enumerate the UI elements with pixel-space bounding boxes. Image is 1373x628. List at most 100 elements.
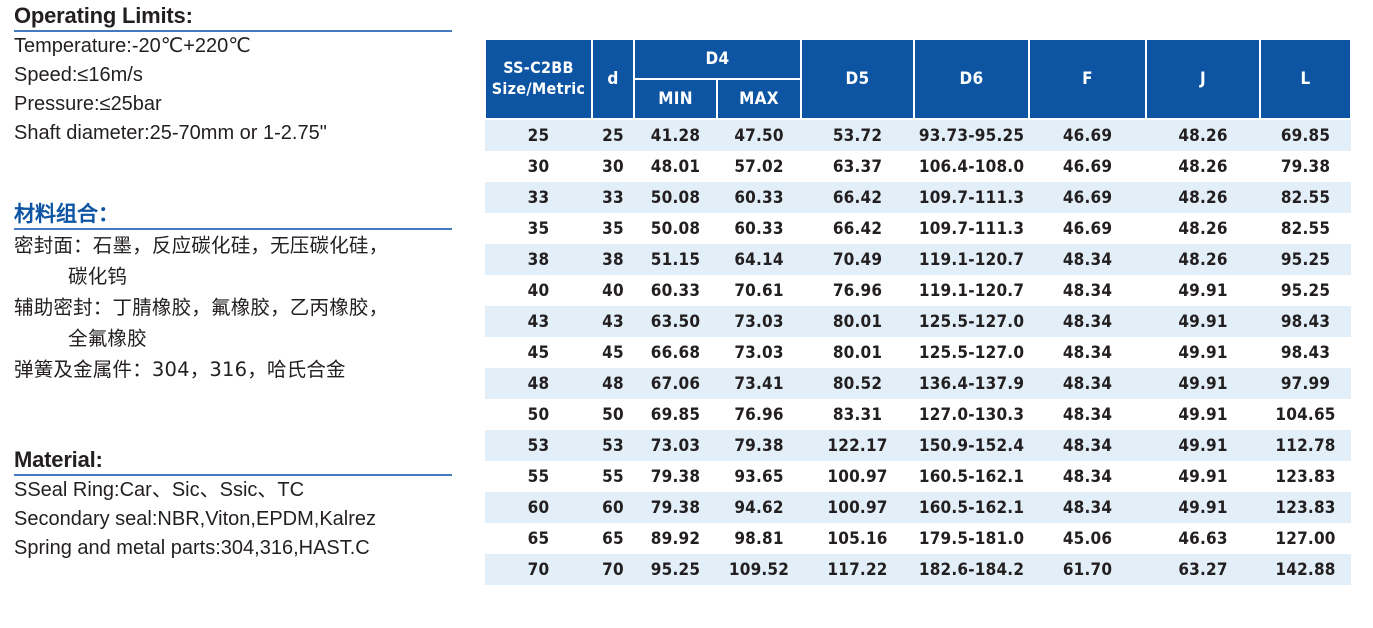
cell-d4-max: 47.50	[717, 119, 802, 151]
header-l: L	[1259, 38, 1353, 120]
operating-limits-line-temperature: Temperature:-20℃+220℃	[14, 35, 251, 58]
cell-size-metric: 30	[485, 151, 592, 182]
title-underline-rule	[14, 228, 452, 231]
cell-d6: 119.1-120.7	[914, 244, 1030, 275]
cell-d4-min: 48.01	[634, 151, 717, 182]
operating-limits-line-speed: Speed:≤16m/s	[14, 64, 143, 87]
material-en-block: Material: SSeal Ring:Car、Sic、Ssic、TC Sec…	[0, 447, 470, 563]
table-row: 55 55 79.38 93.65 100.97 160.5-162.1 48.34 49.9…	[485, 461, 1352, 492]
table-row: 50 50 69.85 76.96 83.31 127.0-130.3 48.34 49.91…	[485, 399, 1352, 430]
cell-f: 46.69	[1029, 213, 1147, 244]
cell-l: 123.83	[1260, 461, 1352, 492]
cell-d6: 127.0-130.3	[914, 399, 1030, 430]
table-row: 60 60 79.38 94.62 100.97 160.5-162.1 48.34 49.9…	[485, 492, 1352, 523]
cell-j: 49.91	[1146, 492, 1261, 523]
header-d4-min: MIN	[633, 78, 718, 120]
cell-d4-max: 93.65	[717, 461, 802, 492]
cell-l: 82.55	[1260, 182, 1352, 213]
cell-d6: 150.9-152.4	[914, 430, 1030, 461]
table-row: 40 40 60.33 70.61 76.96 119.1-120.7 48.34 49.91…	[485, 275, 1352, 306]
title-underline-rule	[14, 30, 452, 33]
material-cn-line-seal-face-cont: 碳化钨	[68, 265, 128, 289]
cell-d4-max: 60.33	[717, 213, 802, 244]
header-size-metric-line2: Size/Metric	[491, 79, 586, 98]
cell-d4-min: 73.03	[634, 430, 717, 461]
cell-d4-min: 50.08	[634, 182, 717, 213]
operating-limits-line-shaft-diameter: Shaft diameter:25-70mm or 1-2.75"	[14, 122, 327, 145]
cell-d5: 80.01	[801, 337, 915, 368]
cell-d4-max: 109.52	[717, 554, 802, 585]
table-row: 53 53 73.03 79.38 122.17 150.9-152.4 48.34 49.9…	[485, 430, 1352, 461]
table-row: 25 25 41.28 47.50 53.72 93.73-95.25 46.69 48.26…	[485, 119, 1352, 151]
cell-d: 33	[592, 182, 634, 213]
cell-d6: 136.4-137.9	[914, 368, 1030, 399]
cell-d: 30	[592, 151, 634, 182]
header-d: d	[591, 38, 635, 120]
cell-size-metric: 53	[485, 430, 592, 461]
cell-d4-min: 41.28	[634, 119, 717, 151]
cell-f: 48.34	[1029, 430, 1147, 461]
cell-f: 48.34	[1029, 275, 1147, 306]
cell-j: 48.26	[1146, 119, 1261, 151]
spec-table-container: SS-C2BB Size/Metric d D4 D5 D6 F J L MIN…	[484, 38, 1353, 585]
material-combination-cn-block: 材料组合： 密封面：石墨，反应碳化硅，无压碳化硅， 碳化钨 辅助密封：丁腈橡胶，…	[0, 202, 470, 385]
header-row-bottom: MIN MAX	[485, 78, 1351, 120]
cell-d5: 76.96	[801, 275, 915, 306]
cell-f: 46.69	[1029, 119, 1147, 151]
cell-j: 49.91	[1146, 275, 1261, 306]
material-en-line-spring-metal: Spring and metal parts:304,316,HAST.C	[14, 537, 370, 560]
cell-d: 60	[592, 492, 634, 523]
cell-j: 48.26	[1146, 182, 1261, 213]
table-row: 35 35 50.08 60.33 66.42 109.7-111.3 46.69 48.26…	[485, 213, 1352, 244]
material-combination-cn-title: 材料组合：	[14, 202, 119, 226]
table-row: 33 33 50.08 60.33 66.42 109.7-111.3 46.69 48.26…	[485, 182, 1352, 213]
cell-d4-max: 73.03	[717, 306, 802, 337]
cell-d6: 106.4-108.0	[914, 151, 1030, 182]
cell-d: 35	[592, 213, 634, 244]
header-j: J	[1145, 38, 1262, 120]
cell-l: 104.65	[1260, 399, 1352, 430]
cell-d5: 105.16	[801, 523, 915, 554]
material-cn-line-secondary-seal: 辅助密封：丁腈橡胶，氟橡胶，乙丙橡胶，	[14, 296, 389, 320]
cell-d6: 160.5-162.1	[914, 492, 1030, 523]
header-d5: D5	[800, 38, 916, 120]
left-info-panel: Operating Limits: Temperature:-20℃+220℃ …	[0, 0, 470, 628]
operating-limits-block: Operating Limits: Temperature:-20℃+220℃ …	[0, 3, 470, 148]
cell-size-metric: 50	[485, 399, 592, 430]
cell-d4-min: 79.38	[634, 492, 717, 523]
cell-f: 48.34	[1029, 306, 1147, 337]
cell-d4-max: 73.41	[717, 368, 802, 399]
cell-f: 48.34	[1029, 368, 1147, 399]
cell-d: 70	[592, 554, 634, 585]
cell-d4-min: 63.50	[634, 306, 717, 337]
header-size-metric: SS-C2BB Size/Metric	[484, 38, 593, 120]
cell-f: 48.34	[1029, 492, 1147, 523]
cell-d: 45	[592, 337, 634, 368]
cell-size-metric: 33	[485, 182, 592, 213]
cell-l: 69.85	[1260, 119, 1352, 151]
cell-d5: 122.17	[801, 430, 915, 461]
cell-l: 95.25	[1260, 275, 1352, 306]
cell-d6: 160.5-162.1	[914, 461, 1030, 492]
cell-l: 98.43	[1260, 306, 1352, 337]
cell-f: 45.06	[1029, 523, 1147, 554]
cell-j: 63.27	[1146, 554, 1261, 585]
cell-l: 97.99	[1260, 368, 1352, 399]
table-row: 70 70 95.25 109.52 117.22 182.6-184.2 61.70 63.…	[485, 554, 1352, 585]
cell-d4-max: 57.02	[717, 151, 802, 182]
cell-d5: 83.31	[801, 399, 915, 430]
cell-j: 48.26	[1146, 244, 1261, 275]
cell-d5: 80.01	[801, 306, 915, 337]
spec-table-body: 25 25 41.28 47.50 53.72 93.73-95.25 46.69 48.26…	[485, 119, 1352, 585]
cell-d: 43	[592, 306, 634, 337]
cell-d6: 93.73-95.25	[914, 119, 1030, 151]
cell-size-metric: 45	[485, 337, 592, 368]
cell-d: 25	[592, 119, 634, 151]
cell-size-metric: 65	[485, 523, 592, 554]
material-cn-line-spring-metal: 弹簧及金属件：304，316，哈氏合金	[14, 358, 346, 382]
cell-f: 48.34	[1029, 399, 1147, 430]
cell-d4-min: 50.08	[634, 213, 717, 244]
cell-d5: 53.72	[801, 119, 915, 151]
table-row: 38 38 51.15 64.14 70.49 119.1-120.7 48.34 48.26…	[485, 244, 1352, 275]
